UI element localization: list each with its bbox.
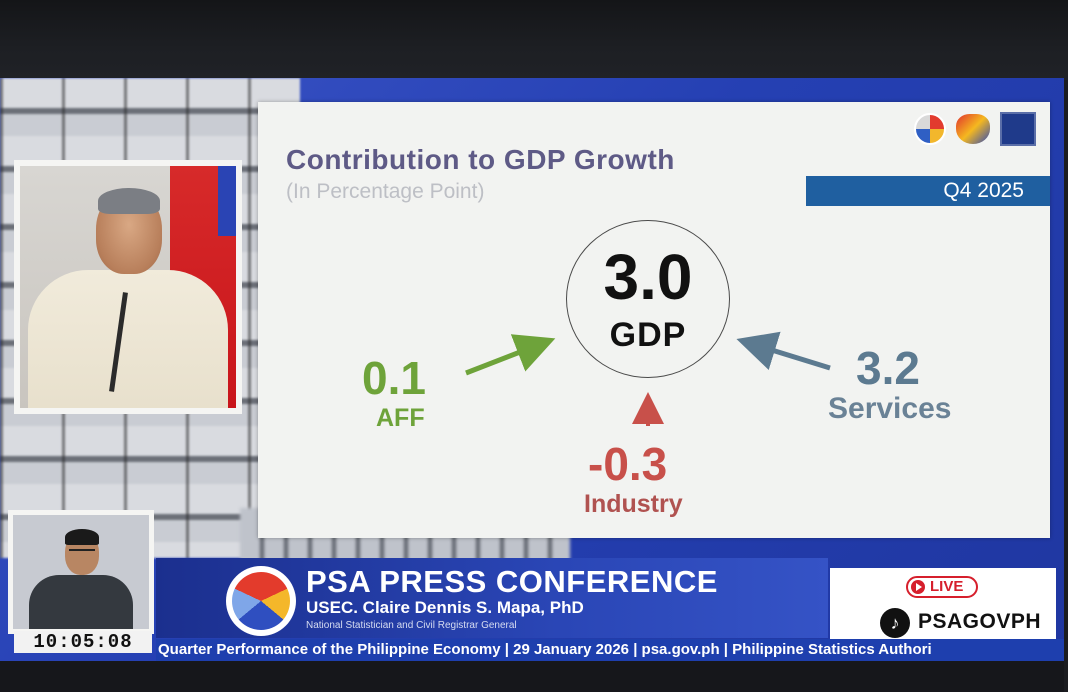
broadcast-screen: Contribution to GDP Growth (In Percentag… [0, 78, 1064, 692]
interpreter-body [29, 575, 133, 629]
gdp-value: 3.0 [603, 241, 693, 313]
slide-logos [914, 112, 1036, 146]
tv-bezel-bottom [0, 661, 1064, 692]
industry-value: -0.3 [588, 438, 668, 490]
live-label: LIVE [930, 578, 964, 595]
lower-third-banner: PSA PRESS CONFERENCE USEC. Claire Dennis… [156, 558, 828, 638]
presentation-slide: Contribution to GDP Growth (In Percentag… [258, 102, 1050, 538]
interpreter-video-frame [8, 510, 154, 634]
sdg-logo-icon [1000, 112, 1036, 146]
psa-seal-icon [226, 566, 296, 636]
aff-label: AFF [376, 404, 425, 432]
broadcast-clock: 10:05:08 [14, 631, 152, 653]
speaker-video-frame [14, 160, 242, 414]
gdp-circle [566, 220, 730, 378]
social-box: LIVE ♪ PSAGOVPH [830, 568, 1056, 648]
tv-bezel [0, 0, 1068, 80]
speaker-name: USEC. Claire Dennis S. Mapa, PhD [306, 598, 584, 617]
slide-subtitle: (In Percentage Point) [286, 180, 485, 203]
social-handle: PSAGOVPH [918, 610, 1042, 633]
speaker-body [28, 270, 228, 408]
bagong-pilipinas-icon [956, 114, 990, 144]
slide-title: Contribution to GDP Growth [286, 144, 675, 175]
services-value: 3.2 [856, 342, 920, 394]
speaker-role: National Statistician and Civil Registra… [306, 620, 517, 631]
conference-title: PSA PRESS CONFERENCE [306, 564, 718, 599]
speaker-hair [98, 188, 160, 214]
period-badge: Q4 2025 [806, 176, 1050, 206]
industry-label: Industry [584, 490, 683, 518]
glasses-icon [69, 549, 95, 554]
psa-logo-icon [914, 113, 946, 145]
services-arrow [736, 331, 831, 371]
aff-value: 0.1 [362, 352, 426, 404]
contribution-arrows [465, 331, 831, 426]
news-ticker: Quarter Performance of the Philippine Ec… [156, 639, 1064, 661]
interpreter-hair [65, 529, 99, 545]
services-label: Services [828, 392, 952, 425]
play-icon [911, 580, 925, 594]
speaker-video [20, 166, 236, 408]
tiktok-icon: ♪ [880, 608, 910, 638]
gdp-label: GDP [609, 316, 687, 354]
aff-arrow [465, 334, 556, 376]
live-badge: LIVE [906, 576, 978, 598]
interpreter-video [13, 515, 149, 629]
